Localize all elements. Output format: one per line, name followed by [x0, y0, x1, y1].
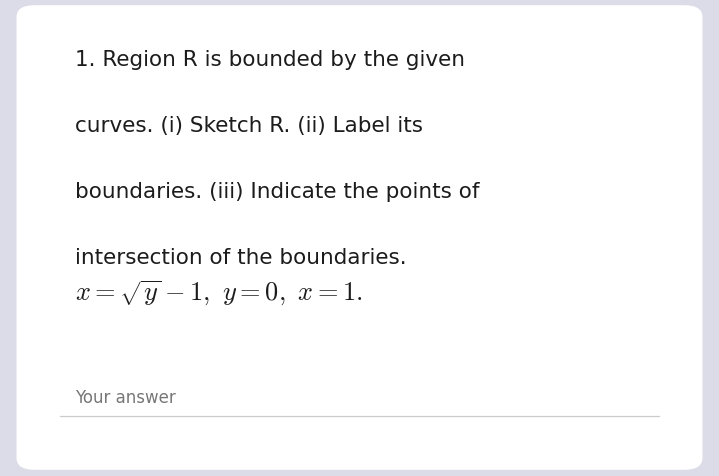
Text: curves. (i) Sketch R. (ii) Label its: curves. (i) Sketch R. (ii) Label its: [75, 116, 423, 136]
Text: 1. Region R is bounded by the given: 1. Region R is bounded by the given: [75, 50, 465, 70]
Text: boundaries. (iii) Indicate the points of: boundaries. (iii) Indicate the points of: [75, 181, 480, 201]
Text: Your answer: Your answer: [75, 388, 176, 406]
Text: intersection of the boundaries.: intersection of the boundaries.: [75, 247, 407, 267]
FancyBboxPatch shape: [17, 6, 702, 470]
Text: $x = \sqrt{y} - 1, \ y = 0, \ x = 1.$: $x = \sqrt{y} - 1, \ y = 0, \ x = 1.$: [75, 278, 363, 307]
